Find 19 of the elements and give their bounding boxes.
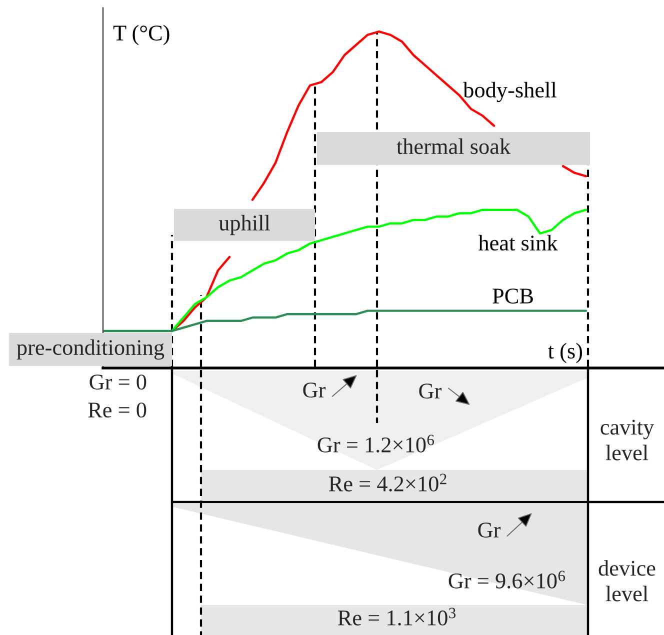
- text: device level: [598, 560, 656, 602]
- text: Gr = 9.6×10$^{6}$: [448, 570, 566, 589]
- text: cavity level: [600, 420, 654, 460]
- x-axis-title: t (s): [548, 342, 582, 364]
- y-axis-title: T (°C): [113, 24, 170, 46]
- annotation: thermal soak: [396, 138, 511, 154]
- series-label: heat sink: [478, 234, 558, 251]
- text: Gr = 1.2×10$^{6}$: [318, 434, 434, 453]
- text: Re = 1.1×10$^{3}$: [338, 608, 456, 626]
- text: Gr: [478, 522, 501, 538]
- series-label: PCB: [492, 288, 533, 304]
- text: Re = 4.2×10$^{2}$: [328, 474, 446, 492]
- text: Re = 0: [88, 402, 146, 418]
- text: Gr: [419, 384, 442, 399]
- text: Gr = 0: [90, 374, 146, 390]
- annotation: uphill: [218, 214, 270, 236]
- text: Gr: [303, 382, 326, 398]
- annotation: pre-conditioning: [16, 339, 164, 360]
- series-label: body-shell: [463, 82, 556, 102]
